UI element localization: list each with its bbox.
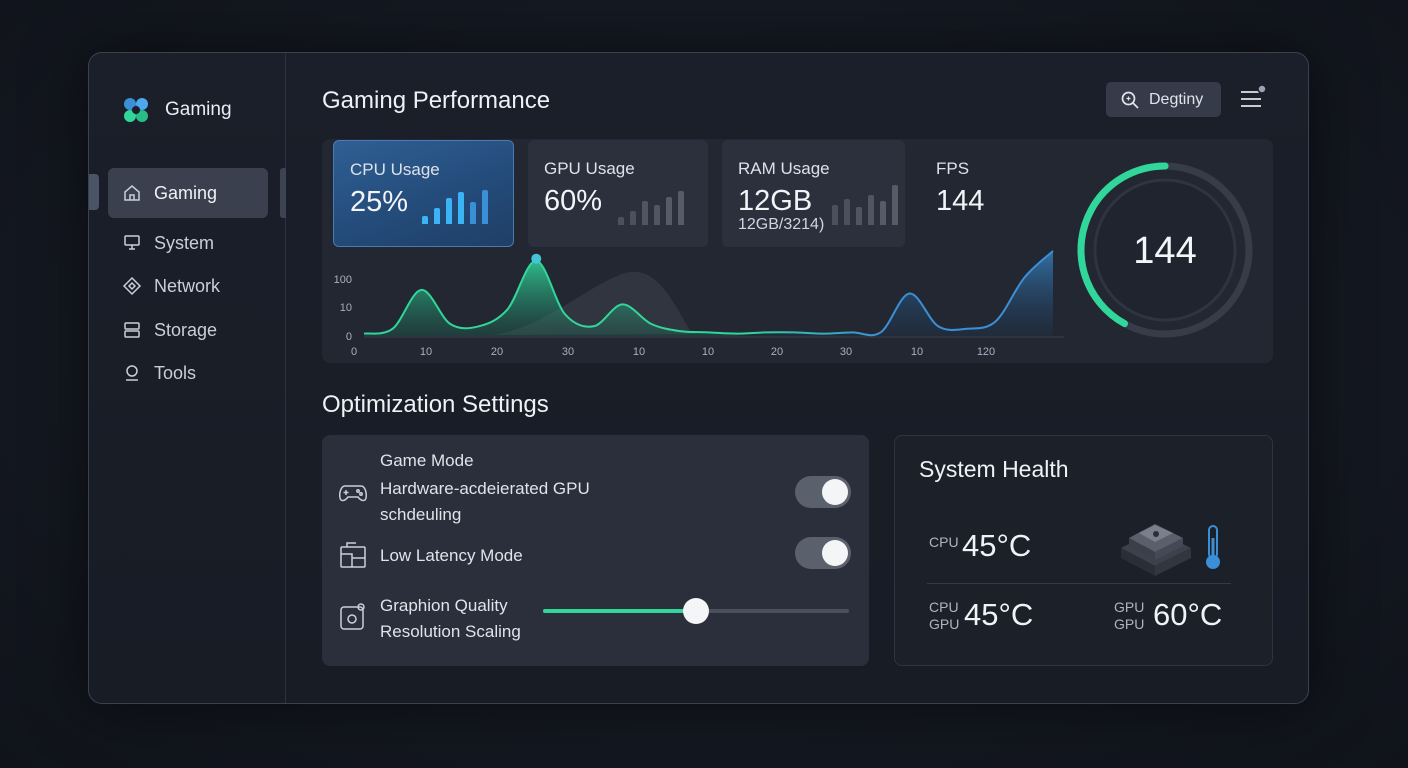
health-divider [927,583,1231,584]
quality-slider-handle[interactable] [683,598,709,624]
low-latency-label: Low Latency Mode [380,546,523,565]
app-window: Gaming Gaming System Network Storage [88,52,1309,704]
storage-icon [124,322,140,338]
low-latency-toggle[interactable] [795,537,851,569]
stat-value: 12GB [738,185,813,217]
sidebar-item-label: System [154,232,215,253]
chart-x-tick-label: 0 [351,346,357,358]
fps-gauge-value: 144 [1133,230,1196,272]
health-cpu-temp: 45°C [962,528,1032,563]
performance-panel: CPU Usage 25% GPU Usage 60% [322,139,1273,363]
chart-area-green [364,260,738,336]
stat-label: FPS [936,159,970,178]
chart-x-tick-label: 10 [420,346,432,358]
sidebar-scroll-marker [280,168,286,218]
sidebar: Gaming Gaming System Network Storage [89,53,286,703]
stat-card-cpu[interactable]: CPU Usage 25% [333,140,514,247]
chart-x-tick-label: 30 [840,346,852,358]
chart-x-tick-label: 10 [911,346,923,358]
search-icon [1121,91,1139,109]
health-row2-right-label-2: GPU [1114,616,1145,632]
stat-label: GPU Usage [544,159,635,178]
chart-y-tick-label: 0 [346,331,352,343]
sidebar-item-gaming[interactable]: Gaming [108,168,268,218]
sidebar-item-label: Network [154,275,221,296]
brand-name: Gaming [165,99,232,120]
chart-area-blue [737,251,1053,336]
tools-icon [126,365,138,381]
chart-x-tick-label: 30 [562,346,574,358]
hags-label-line1: Hardware-acdeierated GPU [380,479,590,498]
chart-peak-marker [531,253,542,264]
stat-card-ram[interactable]: RAM Usage 12GB 12GB/3214) [722,140,905,247]
stat-label: RAM Usage [738,159,830,178]
fps-gauge: 144 [1077,162,1253,338]
low-latency-toggle-knob [822,540,848,566]
quality-label-line2: Resolution Scaling [380,622,521,641]
monitor-icon [124,235,140,250]
sidebar-item-tools[interactable]: Tools [108,348,268,398]
chip-icon [1121,524,1191,576]
quality-label: Graphion Quality Resolution Scaling [380,593,521,645]
quality-slider[interactable] [543,598,849,624]
game-mode-label: Game Mode [380,451,474,470]
health-row2-right-label-1: GPU [1114,599,1145,615]
gamepad-icon [339,485,367,502]
quality-icon [340,603,365,630]
quality-slider-fill [543,609,696,613]
sidebar-item-label: Storage [154,319,218,340]
search-button-label: Degtiny [1149,90,1204,108]
system-health-panel: System Health CPU 45°C CPU GPU 45°C GPU … [894,435,1273,666]
stat-card-gpu[interactable]: GPU Usage 60% [528,140,708,247]
stat-value: 144 [936,185,985,217]
chart-series-line [363,250,1054,337]
thermometer-icon [1206,525,1220,569]
stat-sub: 12GB/3214) [738,216,825,233]
chart-y-tick-label: 100 [334,274,352,286]
health-row2-right-labels: GPU GPU [1114,599,1144,633]
page-title: Gaming Performance [322,87,551,114]
search-button[interactable]: Degtiny [1106,82,1221,117]
sidebar-item-network[interactable]: Network [108,261,268,311]
chart-x-ticks: 0 10 20 30 10 10 20 30 10 120 [351,346,995,358]
chart-x-tick-label: 20 [771,346,783,358]
health-row2-right-temp: 60°C [1153,597,1223,632]
latency-icon [340,542,366,568]
chart-x-tick-label: 120 [977,346,995,358]
chart-y-tick-label: 10 [340,302,352,314]
hags-toggle-knob [822,479,848,505]
sidebar-item-label: Tools [154,362,197,383]
system-health-title: System Health [919,456,1069,482]
optimization-title: Optimization Settings [322,391,549,418]
hags-label: Hardware-acdeierated GPU schdeuling [380,476,590,528]
sidebar-item-storage[interactable]: Storage [108,305,268,355]
health-row2-left-label-2: GPU [929,616,960,632]
network-icon [122,276,142,296]
stat-value: 25% [350,186,409,218]
sidebar-item-label: Gaming [154,182,218,203]
stat-value: 60% [544,185,603,217]
brand-logo-icon [124,98,148,122]
home-icon [124,185,140,201]
health-row2-left-label-1: CPU [929,599,959,615]
chart-x-tick-label: 10 [702,346,714,358]
chart-x-tick-label: 10 [633,346,645,358]
quality-label-line1: Graphion Quality [380,596,508,615]
chart-x-tick-label: 20 [491,346,503,358]
health-cpu-label: CPU [929,534,959,550]
hags-label-line2: schdeuling [380,505,462,524]
stat-card-fps[interactable]: FPS 144 [920,140,1060,247]
sidebar-item-system[interactable]: System [108,218,268,268]
stat-label: CPU Usage [350,160,440,179]
menu-icon[interactable] [1239,83,1269,113]
fps-gauge-arc [1077,162,1253,338]
hags-toggle[interactable] [795,476,851,508]
health-row2-left-temp: 45°C [964,597,1034,632]
health-row2-left-labels: CPU GPU [929,599,959,633]
sidebar-active-marker [89,174,99,210]
optimization-panel: Game Mode Hardware-acdeierated GPU schde… [322,435,869,666]
brand: Gaming [121,95,232,125]
